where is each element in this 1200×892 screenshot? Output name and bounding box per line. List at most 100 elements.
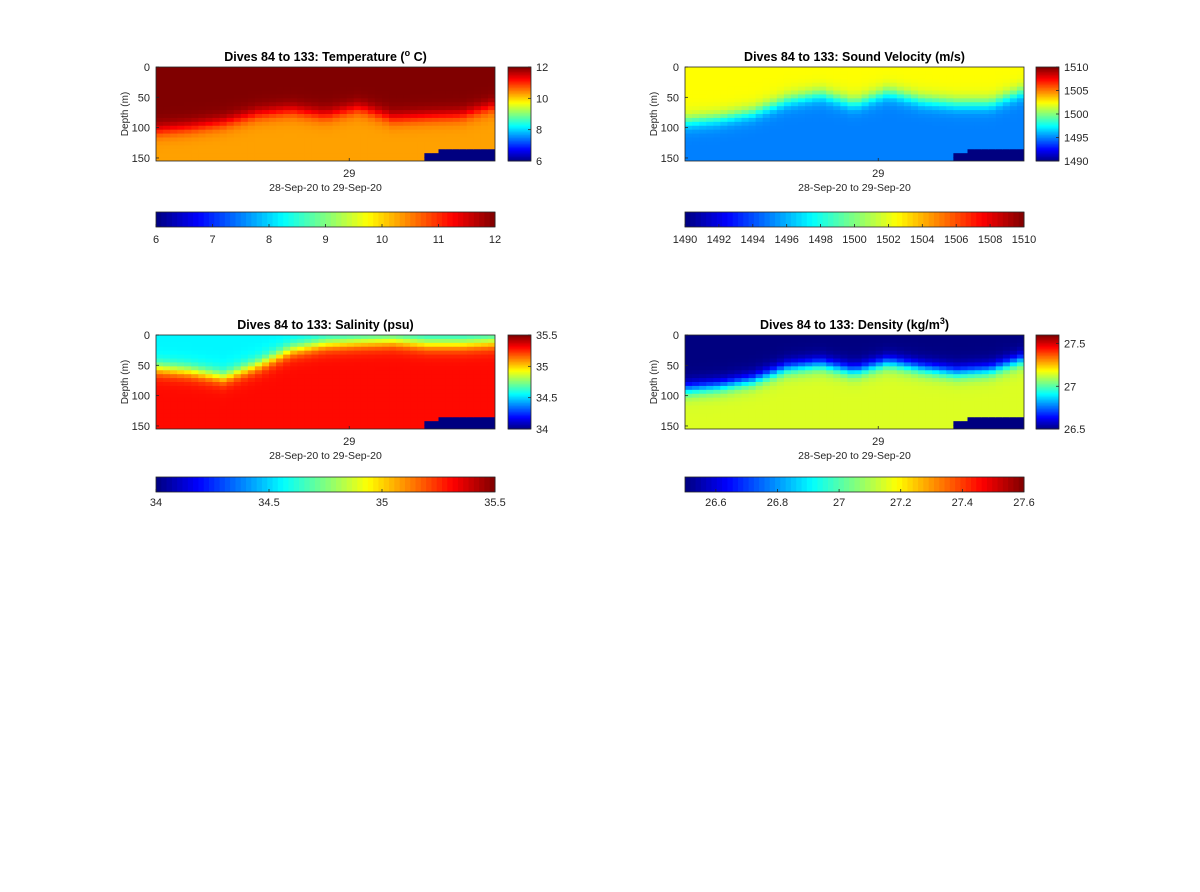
heatmap-cell — [685, 78, 693, 84]
heatmap-cell — [212, 86, 221, 92]
colorbar-swatch — [447, 477, 454, 492]
heatmap-cell — [882, 117, 891, 123]
heatmap-cell — [826, 338, 834, 344]
heatmap-cell — [374, 362, 383, 367]
heatmap-cell — [706, 98, 714, 103]
heatmap-cell — [692, 366, 700, 371]
heatmap-cell — [240, 370, 249, 375]
heatmap-cell — [487, 102, 495, 107]
heatmap-cell — [741, 78, 750, 84]
heatmap-cell — [382, 133, 390, 139]
heatmap-cell — [953, 67, 962, 72]
heatmap-cell — [995, 121, 1004, 127]
heatmap-cell — [353, 149, 362, 154]
heatmap-cell — [318, 78, 327, 84]
heatmap-cell — [156, 98, 164, 103]
heatmap-cell — [932, 94, 940, 99]
heatmap-cell — [699, 342, 707, 348]
heatmap-cell — [459, 133, 468, 139]
heatmap-cell — [374, 102, 383, 107]
heatmap-cell — [967, 417, 976, 422]
heatmap-cell — [854, 149, 863, 154]
heatmap-cell — [720, 385, 728, 391]
heatmap-cell — [896, 378, 905, 383]
heatmap-cell — [410, 114, 418, 119]
heatmap-cell — [805, 157, 813, 161]
heatmap-cell — [988, 133, 997, 139]
heatmap-cell — [219, 106, 228, 111]
heatmap-cell — [473, 374, 482, 379]
heatmap-cell — [353, 153, 362, 158]
heatmap-cell — [466, 393, 475, 399]
heatmap-cell — [374, 145, 383, 150]
heatmap-cell — [198, 74, 207, 80]
heatmap-cell — [346, 149, 355, 154]
heatmap-cell — [170, 370, 178, 375]
heatmap-cell — [290, 82, 298, 88]
heatmap-cell — [939, 121, 947, 127]
heatmap-cell — [466, 370, 475, 375]
heatmap-cell — [396, 78, 404, 84]
heatmap-cell — [805, 346, 813, 352]
heatmap-cell — [269, 157, 277, 161]
heatmap-cell — [396, 370, 404, 375]
heatmap-cell — [1016, 117, 1024, 123]
heatmap-cell — [875, 393, 884, 399]
heatmap-cell — [254, 133, 263, 139]
heatmap-cell — [875, 137, 884, 143]
heatmap-cell — [762, 90, 771, 96]
heatmap-cell — [833, 78, 841, 84]
heatmap-cell — [396, 335, 404, 340]
colorbar-swatch — [277, 212, 284, 227]
heatmap-cell — [819, 413, 827, 418]
heatmap-cell — [184, 358, 192, 364]
heatmap-cell — [332, 141, 341, 146]
heatmap-cell — [389, 137, 397, 143]
heatmap-cell — [156, 362, 164, 367]
colorbar-swatch — [508, 114, 531, 116]
heatmap-cell — [290, 129, 298, 135]
heatmap-cell — [177, 145, 185, 150]
heatmap-cell — [720, 70, 728, 76]
heatmap-cell — [191, 421, 199, 426]
heatmap-cell — [156, 405, 164, 411]
heatmap-cell — [790, 125, 799, 131]
heatmap-cell — [480, 90, 489, 96]
heatmap-cell — [946, 86, 954, 92]
colorbar-tick-label: 35 — [376, 497, 388, 509]
heatmap-cell — [156, 358, 164, 364]
heatmap-cell — [833, 405, 841, 411]
heatmap-cell — [748, 335, 757, 340]
heatmap-cell — [706, 338, 714, 344]
heatmap-cell — [833, 149, 841, 154]
heatmap-cell — [840, 401, 849, 407]
heatmap-cell — [748, 90, 757, 96]
heatmap-cell — [755, 401, 764, 407]
heatmap-cell — [925, 86, 933, 92]
heatmap-cell — [325, 389, 334, 395]
heatmap-cell — [226, 393, 235, 399]
heatmap-cell — [911, 86, 919, 92]
heatmap-cell — [847, 338, 856, 344]
heatmap-cell — [276, 417, 284, 422]
heatmap-cell — [163, 70, 171, 76]
heatmap-cell — [720, 121, 728, 127]
heatmap-cell — [297, 393, 305, 399]
heatmap-cell — [896, 78, 905, 84]
heatmap-cell — [882, 354, 891, 360]
colorbar-swatch — [193, 212, 199, 227]
heatmap-cell — [967, 86, 976, 92]
colorbar-swatch — [240, 477, 247, 492]
heatmap-cell — [720, 405, 728, 411]
heatmap-cell — [233, 370, 242, 375]
colorbar-swatch — [246, 477, 252, 492]
heatmap-cell — [903, 70, 912, 76]
heatmap-cell — [847, 102, 856, 107]
heatmap-cell — [819, 374, 827, 379]
heatmap-cell — [445, 98, 454, 103]
heatmap-cell — [346, 389, 355, 395]
heatmap-cell — [748, 114, 757, 119]
heatmap-cell — [452, 366, 461, 371]
heatmap-cell — [445, 378, 454, 383]
colorbar-swatch — [1036, 131, 1059, 134]
